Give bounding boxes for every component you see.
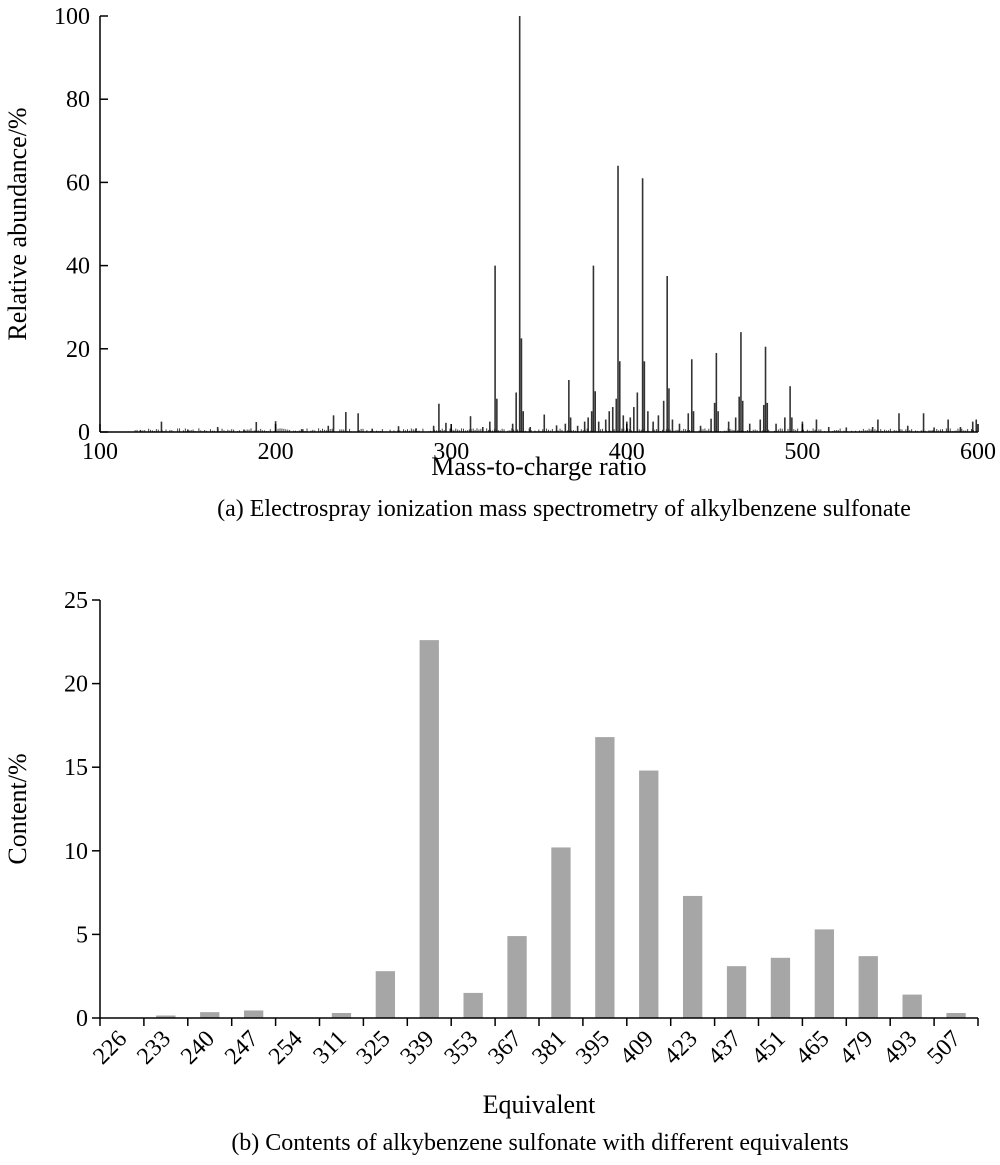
bar-240 [200,1012,220,1018]
a-y-axis-label: Relative abundance/% [3,107,32,340]
b-y-ticks: 0 5 10 15 20 25 [64,588,100,1032]
bar-423 [682,895,703,1018]
a-y-tick-label: 100 [54,4,90,30]
a-y-tick-label: 60 [66,170,90,196]
bar-339 [419,640,439,1018]
b-x-tick-label: 381 [527,1026,571,1070]
b-y-tick-label: 20 [64,672,88,698]
b-x-tick-label: 437 [703,1026,747,1070]
bar-395 [595,737,615,1018]
a-x-tick-label: 600 [960,439,996,465]
b-x-tick-label: 395 [571,1026,615,1070]
a-x-axis-label: Mass-to-charge ratio [431,452,646,481]
a-x-tick-label: 300 [433,439,469,465]
a-x-tick-label: 100 [82,439,118,465]
a-y-tick-label: 20 [66,337,90,363]
a-y-tick-label: 40 [66,254,90,280]
b-x-tick-label: 479 [835,1026,879,1070]
b-y-axis-label: Content/% [3,753,32,864]
b-caption: (b) Contents of alkybenzene sulfonate wi… [231,1130,848,1156]
b-x-tick-label: 451 [747,1026,791,1070]
panel-a: 100 200 300 400 500 600 0 20 40 60 80 100 Mass-to-… [3,4,996,522]
a-x-tick-label: 200 [258,439,294,465]
a-y-tick-label: 0 [78,420,90,446]
b-y-tick-label: 0 [76,1006,88,1032]
b-x-ticks: 226 233 240 247 254 311 325 339 353 367 381 395 409 4… [88,1018,979,1070]
bar-493 [902,994,922,1018]
b-y-tick-label: 10 [64,839,88,865]
b-x-tick-label: 423 [659,1026,703,1070]
b-y-tick-label: 15 [64,755,88,781]
b-x-tick-label: 409 [615,1026,659,1070]
a-y-tick-label: 80 [66,87,90,113]
bar-367 [507,936,527,1018]
a-x-ticks: 100 200 300 400 500 600 [82,424,996,465]
b-x-tick-label: 325 [352,1026,396,1070]
spectrum-peaks [134,16,978,432]
bar-325 [375,971,396,1018]
b-x-tick-label: 339 [396,1026,440,1070]
b-x-tick-label: 233 [132,1026,176,1070]
bar-381 [551,847,571,1018]
bar-409 [639,770,659,1018]
bar-451 [770,957,791,1018]
a-y-ticks: 0 20 40 60 80 100 [54,4,108,446]
b-x-tick-label: 226 [88,1026,132,1070]
bar-311 [331,1012,352,1018]
bar-465 [814,929,835,1018]
b-x-tick-label: 254 [264,1026,308,1070]
b-y-tick-label: 5 [76,922,88,948]
bars [156,640,966,1018]
bar-507 [946,1012,966,1018]
b-y-tick-label: 25 [64,588,88,614]
bar-353 [463,992,483,1018]
b-x-tick-label: 311 [308,1026,351,1069]
b-x-tick-label: 507 [922,1026,966,1070]
b-x-tick-label: 493 [879,1026,923,1070]
a-x-tick-label: 400 [609,439,645,465]
b-x-axis-label: Equivalent [483,1090,596,1119]
b-x-tick-label: 353 [440,1026,484,1070]
bar-437 [726,966,747,1018]
a-caption: (a) Electrospray ionization mass spectro… [217,496,911,522]
bar-479 [858,956,878,1018]
b-x-tick-label: 240 [176,1026,220,1070]
bar-233 [156,1015,176,1018]
a-x-tick-label: 500 [784,439,820,465]
b-x-tick-label: 367 [483,1026,527,1070]
bar-247 [243,1010,264,1018]
panel-b: 226 233 240 247 254 311 325 339 353 367 381 395 409 4… [3,588,979,1156]
b-x-tick-label: 247 [220,1026,264,1070]
b-x-tick-label: 465 [791,1026,835,1070]
